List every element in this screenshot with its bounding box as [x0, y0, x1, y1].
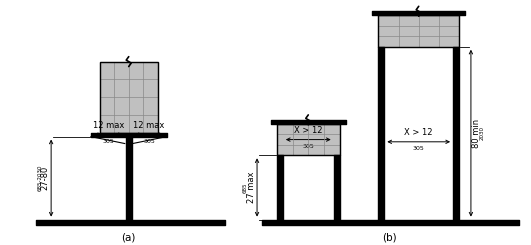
Text: 305: 305	[143, 139, 155, 144]
Text: 305: 305	[302, 144, 314, 149]
Bar	[277, 124, 340, 155]
Bar	[379, 15, 459, 47]
Bar	[100, 61, 158, 133]
Text: 685-2030: 685-2030	[37, 165, 42, 191]
Text: 27 max: 27 max	[246, 172, 255, 203]
Text: 12 max: 12 max	[133, 121, 165, 130]
Text: 12 max: 12 max	[92, 121, 124, 130]
Text: 685: 685	[243, 182, 248, 193]
Text: 80 min: 80 min	[473, 119, 482, 148]
Bar	[100, 61, 158, 133]
Text: X > 12: X > 12	[405, 128, 433, 137]
Text: 2030: 2030	[480, 126, 485, 140]
Text: (b): (b)	[382, 232, 397, 242]
Text: X > 12: X > 12	[294, 126, 322, 135]
Text: 305: 305	[102, 139, 114, 144]
Text: 305: 305	[413, 146, 425, 151]
Bar	[277, 124, 340, 155]
Bar	[379, 15, 459, 47]
Text: (a): (a)	[122, 232, 136, 242]
Text: 27-80: 27-80	[41, 166, 50, 190]
